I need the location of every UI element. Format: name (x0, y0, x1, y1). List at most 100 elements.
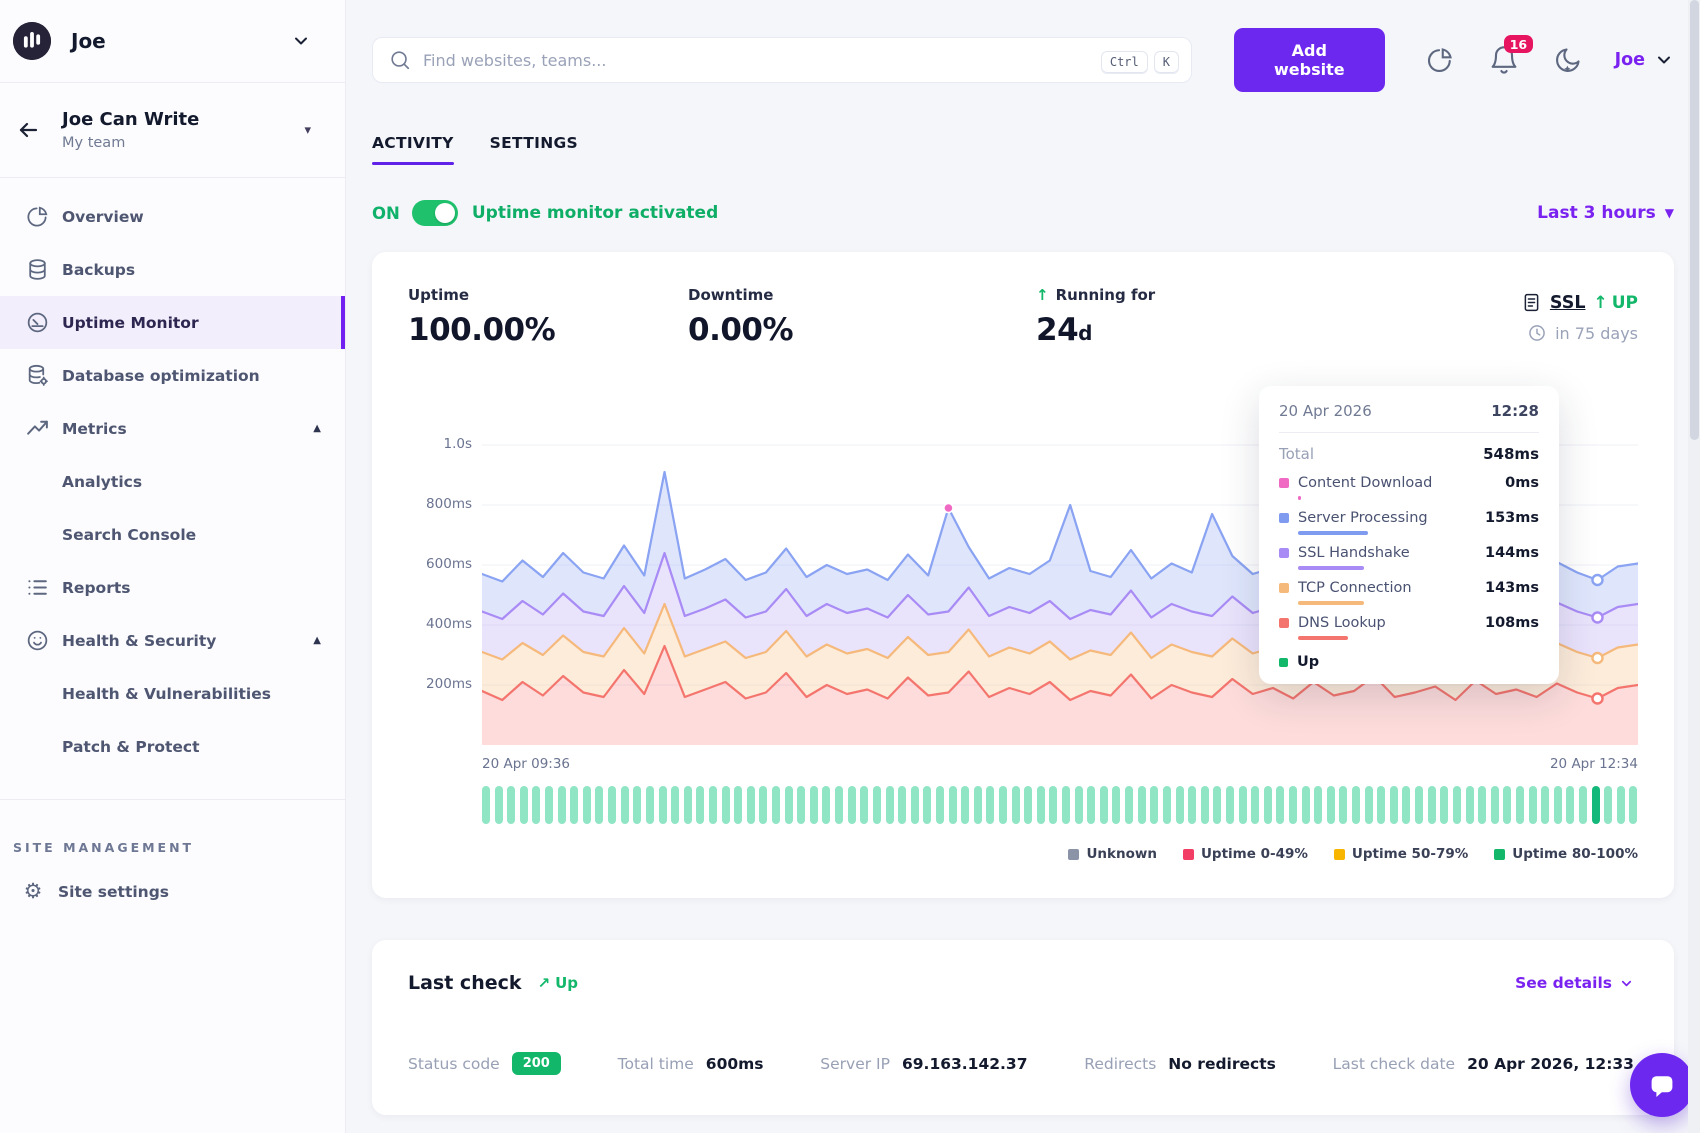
status-bar[interactable] (1238, 786, 1247, 824)
status-bar[interactable] (1503, 786, 1512, 824)
status-bar[interactable] (772, 786, 781, 824)
status-bar[interactable] (784, 786, 793, 824)
team-selector[interactable]: Joe Can Write My team ▾ (0, 83, 345, 177)
status-bar[interactable] (1515, 786, 1524, 824)
status-bar[interactable] (1049, 786, 1058, 824)
chat-support-button[interactable] (1630, 1053, 1694, 1117)
see-details-link[interactable]: See details (1515, 974, 1634, 992)
status-bar[interactable] (633, 786, 642, 824)
status-bar[interactable] (1263, 786, 1272, 824)
status-bar[interactable] (986, 786, 995, 824)
status-bar[interactable] (507, 786, 516, 824)
status-bar[interactable] (721, 786, 730, 824)
status-bar[interactable] (998, 786, 1007, 824)
ssl-link[interactable]: SSL (1549, 292, 1586, 313)
status-bar[interactable] (1276, 786, 1285, 824)
status-bar[interactable] (595, 786, 604, 824)
status-bar[interactable] (835, 786, 844, 824)
status-bar[interactable] (746, 786, 755, 824)
status-bar[interactable] (822, 786, 831, 824)
search-input[interactable] (421, 49, 1095, 71)
status-bar[interactable] (1301, 786, 1310, 824)
collapse-caret-icon[interactable]: ▲ (313, 634, 321, 646)
status-bar[interactable] (1591, 786, 1600, 824)
status-bar[interactable] (696, 786, 705, 824)
status-bar[interactable] (1099, 786, 1108, 824)
status-bar[interactable] (1175, 786, 1184, 824)
status-bar[interactable] (1389, 786, 1398, 824)
status-bar[interactable] (1541, 786, 1550, 824)
sidebar-item-database-optimization[interactable]: Database optimization (0, 349, 345, 402)
add-website-button[interactable]: Add website (1234, 28, 1385, 92)
status-bar[interactable] (1364, 786, 1373, 824)
status-bar[interactable] (759, 786, 768, 824)
status-bar[interactable] (948, 786, 957, 824)
sidebar-item-analytics[interactable]: Analytics (0, 455, 345, 508)
uptime-monitor-toggle[interactable] (411, 200, 458, 226)
status-bar[interactable] (1011, 786, 1020, 824)
sidebar-item-uptime-monitor[interactable]: Uptime Monitor (0, 296, 345, 349)
notifications-bell-icon[interactable]: 16 (1487, 35, 1533, 77)
sidebar-item-reports[interactable]: Reports (0, 561, 345, 614)
time-range-select[interactable]: Last 3 hours ▼ (1537, 203, 1674, 223)
sidebar-item-backups[interactable]: Backups (0, 243, 345, 296)
status-bar[interactable] (1528, 786, 1537, 824)
sidebar-item-search-console[interactable]: Search Console (0, 508, 345, 561)
scrollbar-thumb[interactable] (1689, 0, 1699, 440)
status-bar[interactable] (582, 786, 591, 824)
status-bar[interactable] (1427, 786, 1436, 824)
status-bar[interactable] (935, 786, 944, 824)
status-bar[interactable] (734, 786, 743, 824)
back-arrow-icon[interactable] (16, 118, 40, 142)
status-bar[interactable] (847, 786, 856, 824)
usage-pie-icon[interactable] (1423, 43, 1457, 77)
status-bar[interactable] (557, 786, 566, 824)
status-bar[interactable] (1074, 786, 1083, 824)
status-bar[interactable] (519, 786, 528, 824)
status-bar[interactable] (910, 786, 919, 824)
status-bar[interactable] (482, 786, 490, 824)
sidebar-item-overview[interactable]: Overview (0, 190, 345, 243)
status-bar[interactable] (1440, 786, 1449, 824)
dark-mode-moon-icon[interactable] (1551, 43, 1585, 77)
status-bar[interactable] (532, 786, 541, 824)
status-bar[interactable] (608, 786, 617, 824)
status-bar[interactable] (1326, 786, 1335, 824)
status-bar[interactable] (1225, 786, 1234, 824)
status-bar[interactable] (708, 786, 717, 824)
status-bar[interactable] (494, 786, 503, 824)
sidebar-item-health-security[interactable]: Health & Security ▲ (0, 614, 345, 667)
status-bar[interactable] (872, 786, 881, 824)
tab-settings[interactable]: SETTINGS (489, 134, 578, 152)
status-bar[interactable] (809, 786, 818, 824)
status-bar[interactable] (1465, 786, 1474, 824)
status-bar[interactable] (1137, 786, 1146, 824)
status-bar[interactable] (1339, 786, 1348, 824)
status-bar[interactable] (1629, 786, 1638, 824)
status-bar[interactable] (1402, 786, 1411, 824)
user-menu[interactable]: Joe (1615, 50, 1674, 70)
status-bar[interactable] (1024, 786, 1033, 824)
status-bar[interactable] (1251, 786, 1260, 824)
status-bar[interactable] (658, 786, 667, 824)
status-bar[interactable] (973, 786, 982, 824)
status-bar[interactable] (885, 786, 894, 824)
status-bar[interactable] (1566, 786, 1575, 824)
collapse-caret-icon[interactable]: ▲ (313, 422, 321, 434)
status-bar[interactable] (671, 786, 680, 824)
page-scrollbar[interactable] (1688, 0, 1700, 1133)
status-bar[interactable] (1087, 786, 1096, 824)
status-bar[interactable] (1478, 786, 1487, 824)
status-bar[interactable] (923, 786, 932, 824)
status-bar[interactable] (1352, 786, 1361, 824)
status-bar[interactable] (961, 786, 970, 824)
sidebar-item-patch-protect[interactable]: Patch & Protect (0, 720, 345, 773)
status-bar[interactable] (1314, 786, 1323, 824)
status-bar[interactable] (1036, 786, 1045, 824)
status-bar[interactable] (1062, 786, 1071, 824)
uptime-status-timeline[interactable] (482, 786, 1638, 824)
sidebar-item-site-settings[interactable]: ⚙ Site settings (0, 865, 345, 918)
status-bar[interactable] (1125, 786, 1134, 824)
status-bar[interactable] (898, 786, 907, 824)
